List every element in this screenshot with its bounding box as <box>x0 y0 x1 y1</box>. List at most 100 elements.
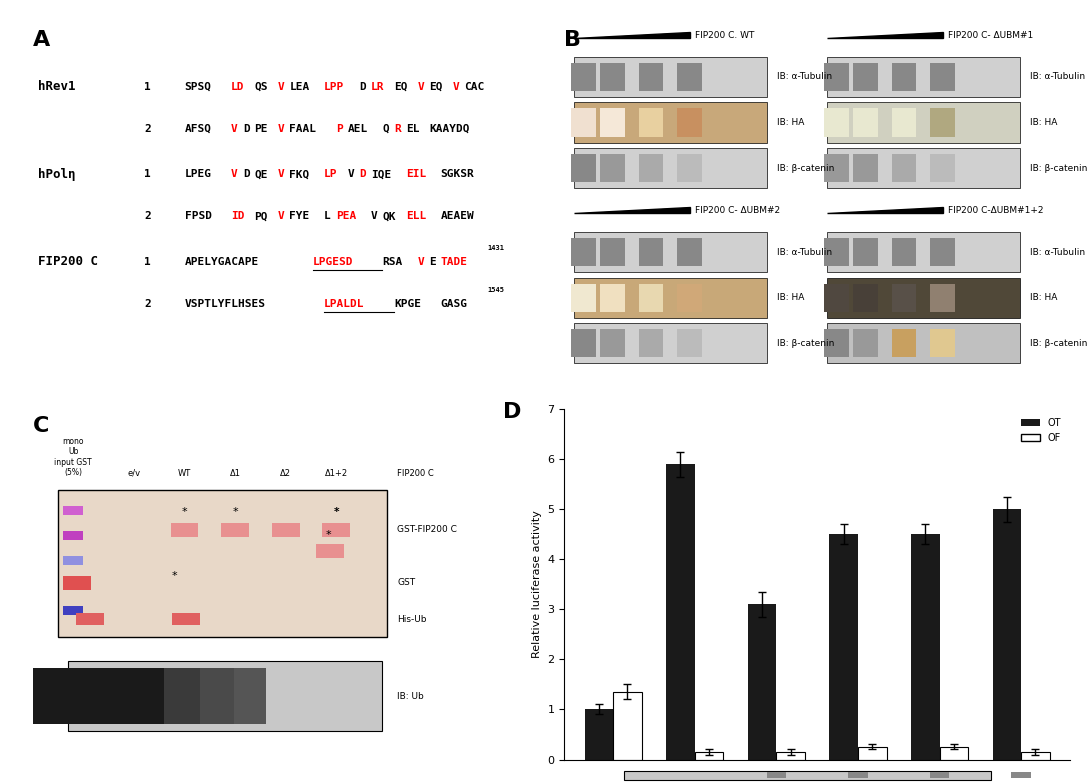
Bar <box>930 154 954 182</box>
Text: IB: α-Tubulin: IB: α-Tubulin <box>1030 247 1084 257</box>
Bar <box>828 103 1020 143</box>
Text: *: * <box>333 507 340 518</box>
Text: ELL: ELL <box>406 211 426 222</box>
Text: D: D <box>242 124 249 134</box>
Text: FAAL: FAAL <box>289 124 317 134</box>
Bar <box>222 523 249 536</box>
Text: PQ: PQ <box>254 211 268 222</box>
Bar <box>613 692 642 760</box>
Text: E: E <box>429 257 436 267</box>
Text: APELYGACAPE: APELYGACAPE <box>185 257 259 267</box>
Bar <box>930 283 954 312</box>
Text: Q: Q <box>382 124 389 134</box>
Text: IB: HA: IB: HA <box>1030 118 1057 127</box>
Bar <box>930 63 954 91</box>
Bar <box>939 747 969 760</box>
Text: D: D <box>359 169 366 179</box>
Bar <box>75 613 104 625</box>
Bar <box>929 772 949 778</box>
Text: IB: α-Tubulin: IB: α-Tubulin <box>776 247 832 257</box>
Text: B: B <box>565 31 581 50</box>
Bar <box>695 752 723 760</box>
Text: 2: 2 <box>144 299 151 309</box>
Text: IB: β-catenin: IB: β-catenin <box>1030 164 1087 172</box>
Text: EQ: EQ <box>429 81 442 92</box>
Bar <box>574 323 767 363</box>
Text: PEA: PEA <box>336 211 356 222</box>
Bar <box>574 278 767 318</box>
Bar <box>63 506 83 514</box>
Text: hRev1: hRev1 <box>38 80 75 93</box>
Bar <box>828 57 1020 97</box>
Bar <box>571 154 596 182</box>
Bar <box>993 509 1021 760</box>
Text: *: * <box>171 571 177 581</box>
Bar <box>891 283 916 312</box>
Bar <box>571 238 596 266</box>
Bar <box>824 329 848 357</box>
Text: EQ: EQ <box>394 81 407 92</box>
Bar <box>574 103 767 143</box>
Text: GST: GST <box>397 578 415 587</box>
Bar <box>830 534 858 760</box>
Bar <box>639 108 663 136</box>
Text: P: P <box>336 124 343 134</box>
Text: LPEG: LPEG <box>185 169 212 179</box>
Bar <box>63 531 83 539</box>
Bar <box>571 283 596 312</box>
Bar <box>828 323 1020 363</box>
Bar <box>600 329 625 357</box>
Text: mono
Ub
input GST
(5%): mono Ub input GST (5%) <box>55 437 92 478</box>
Bar <box>1011 772 1031 778</box>
Legend: OT, OF: OT, OF <box>1017 414 1066 446</box>
Bar <box>63 606 83 615</box>
Text: V: V <box>417 81 424 92</box>
Bar <box>828 278 1020 318</box>
Text: V: V <box>347 169 354 179</box>
Text: 1: 1 <box>144 81 151 92</box>
Text: 2: 2 <box>144 124 151 134</box>
Text: 1431: 1431 <box>487 245 505 251</box>
Text: LEA: LEA <box>289 81 309 92</box>
Text: WT: WT <box>178 468 191 478</box>
Text: IB: β-catenin: IB: β-catenin <box>776 164 834 172</box>
Text: IB: HA: IB: HA <box>1030 294 1057 302</box>
Bar <box>911 534 939 760</box>
Bar <box>322 523 351 536</box>
Text: 1545: 1545 <box>487 287 505 294</box>
Bar <box>584 709 613 760</box>
Bar <box>891 154 916 182</box>
Text: EIL: EIL <box>406 169 426 179</box>
Bar <box>677 283 702 312</box>
Text: *: * <box>233 507 238 518</box>
Bar <box>639 154 663 182</box>
Text: C: C <box>33 416 49 436</box>
Text: L: L <box>324 211 331 222</box>
Bar <box>748 604 776 760</box>
Text: His-Ub: His-Ub <box>397 615 427 624</box>
Bar <box>600 238 625 266</box>
Bar <box>1021 752 1049 760</box>
Bar <box>600 63 625 91</box>
Text: AEL: AEL <box>347 124 368 134</box>
Text: LPGESD: LPGESD <box>312 257 353 267</box>
Bar <box>853 283 878 312</box>
Bar <box>272 523 299 536</box>
Polygon shape <box>574 207 690 213</box>
Text: D: D <box>359 81 366 92</box>
Text: IB: Ub: IB: Ub <box>397 692 424 701</box>
Bar <box>170 523 199 536</box>
Text: LR: LR <box>371 81 384 92</box>
Bar <box>639 238 663 266</box>
Bar <box>891 63 916 91</box>
Text: IB: HA: IB: HA <box>776 118 804 127</box>
Text: AFSQ: AFSQ <box>185 124 212 134</box>
Text: V: V <box>277 124 284 134</box>
Text: V: V <box>417 257 424 267</box>
Bar <box>164 669 211 724</box>
Text: hPolη: hPolη <box>38 168 75 181</box>
Text: AEAEW: AEAEW <box>441 211 474 222</box>
Text: IB: β-catenin: IB: β-catenin <box>776 339 834 348</box>
Text: V: V <box>277 81 284 92</box>
Bar <box>666 464 695 760</box>
